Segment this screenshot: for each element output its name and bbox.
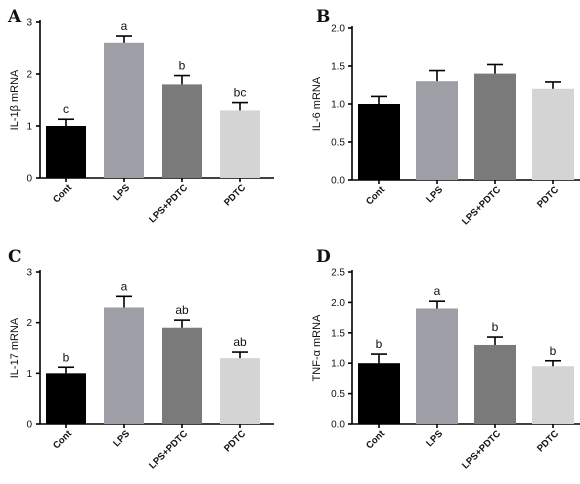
y-tick-label: 0 (26, 174, 32, 185)
bar-cont (358, 363, 400, 424)
panel-c: C IL-17 mRNA 0 1 2 3 b Cont a LPS ab LPS+PDTC ab PDTC (8, 247, 274, 471)
panel-letter: B (316, 7, 330, 27)
y-tick-label: 0 (26, 420, 32, 431)
bar-lps-pdtc (474, 73, 516, 180)
y-axis-label: TNF-α mRNA (311, 314, 323, 382)
x-tick-label: PDTC (535, 428, 561, 454)
significance-label: bc (234, 86, 247, 100)
x-tick-label: Cont (51, 182, 75, 206)
bar-lps-pdtc (474, 344, 516, 424)
x-tick-label: LPS (111, 428, 132, 449)
x-tick-label: Cont (51, 428, 75, 452)
bar-lps (104, 42, 144, 178)
bar-pdtc (532, 366, 574, 424)
x-tick-label: LPS+PDTC (460, 184, 503, 227)
panel-letter: C (8, 247, 22, 267)
x-tick-label: PDTC (535, 184, 561, 210)
y-tick-label: 3 (26, 268, 32, 279)
panel-letter: A (7, 7, 22, 27)
y-tick-label: 3 (26, 18, 32, 29)
significance-label: a (121, 279, 128, 293)
panel-a: A IL-1β mRNA 0 1 2 3 c Cont a LPS b LPS+PDTC bc PDTC (7, 7, 274, 225)
y-tick-label: 1.0 (331, 359, 345, 370)
x-tick-label: Cont (364, 428, 388, 452)
bar-lps (416, 81, 458, 180)
y-tick-label: 2.5 (331, 268, 345, 279)
x-tick-label: PDTC (222, 428, 248, 454)
x-tick-label: LPS+PDTC (460, 428, 503, 471)
significance-label: b (550, 344, 557, 358)
panel-letter: D (316, 247, 331, 267)
y-tick-label: 1 (26, 369, 32, 380)
significance-label: ab (233, 335, 247, 349)
bar-pdtc (220, 110, 260, 178)
y-tick-label: 0.0 (331, 420, 345, 431)
significance-label: b (492, 320, 499, 334)
y-tick-label: 2.0 (331, 24, 345, 35)
y-axis-label: IL-17 mRNA (9, 317, 21, 378)
significance-label: b (179, 59, 186, 73)
y-tick-label: 0.5 (331, 389, 345, 400)
x-tick-label: LPS+PDTC (147, 428, 190, 471)
significance-label: c (63, 102, 69, 116)
significance-label: a (434, 284, 441, 298)
y-tick-label: 2 (26, 318, 32, 329)
bar-cont (46, 126, 86, 178)
y-axis-label: IL-6 mRNA (311, 76, 323, 131)
panel-d: D TNF-α mRNA 0.0 0.5 1.0 1.5 2.0 2.5 b Cont a LPS b L… (311, 247, 580, 471)
x-tick-label: Cont (364, 184, 388, 208)
bar-cont (358, 104, 400, 180)
significance-label: b (63, 350, 70, 364)
x-tick-label: PDTC (222, 182, 248, 208)
panel-b: B IL-6 mRNA 0.0 0.5 1.0 1.5 2.0 Cont LPS LPS+PDTC… (311, 7, 580, 227)
bar-lps (416, 308, 458, 424)
y-tick-label: 1.0 (331, 100, 345, 111)
y-tick-label: 0.0 (331, 176, 345, 187)
significance-label: ab (175, 303, 189, 317)
x-tick-label: LPS (424, 184, 445, 205)
y-tick-label: 1 (26, 122, 32, 133)
bar-lps-pdtc (162, 84, 202, 178)
y-tick-label: 1.5 (331, 62, 345, 73)
bar-lps (104, 307, 144, 424)
x-tick-label: LPS+PDTC (147, 182, 190, 225)
bar-pdtc (532, 88, 574, 180)
y-tick-label: 1.5 (331, 328, 345, 339)
significance-label: b (376, 337, 383, 351)
x-tick-label: LPS (111, 182, 132, 203)
bar-lps-pdtc (162, 327, 202, 424)
y-tick-label: 2 (26, 70, 32, 81)
bar-pdtc (220, 358, 260, 424)
x-tick-label: LPS (424, 428, 445, 449)
bar-cont (46, 373, 86, 424)
y-axis-label: IL-1β mRNA (9, 69, 21, 130)
y-tick-label: 2.0 (331, 298, 345, 309)
y-tick-label: 0.5 (331, 138, 345, 149)
significance-label: a (121, 19, 128, 33)
